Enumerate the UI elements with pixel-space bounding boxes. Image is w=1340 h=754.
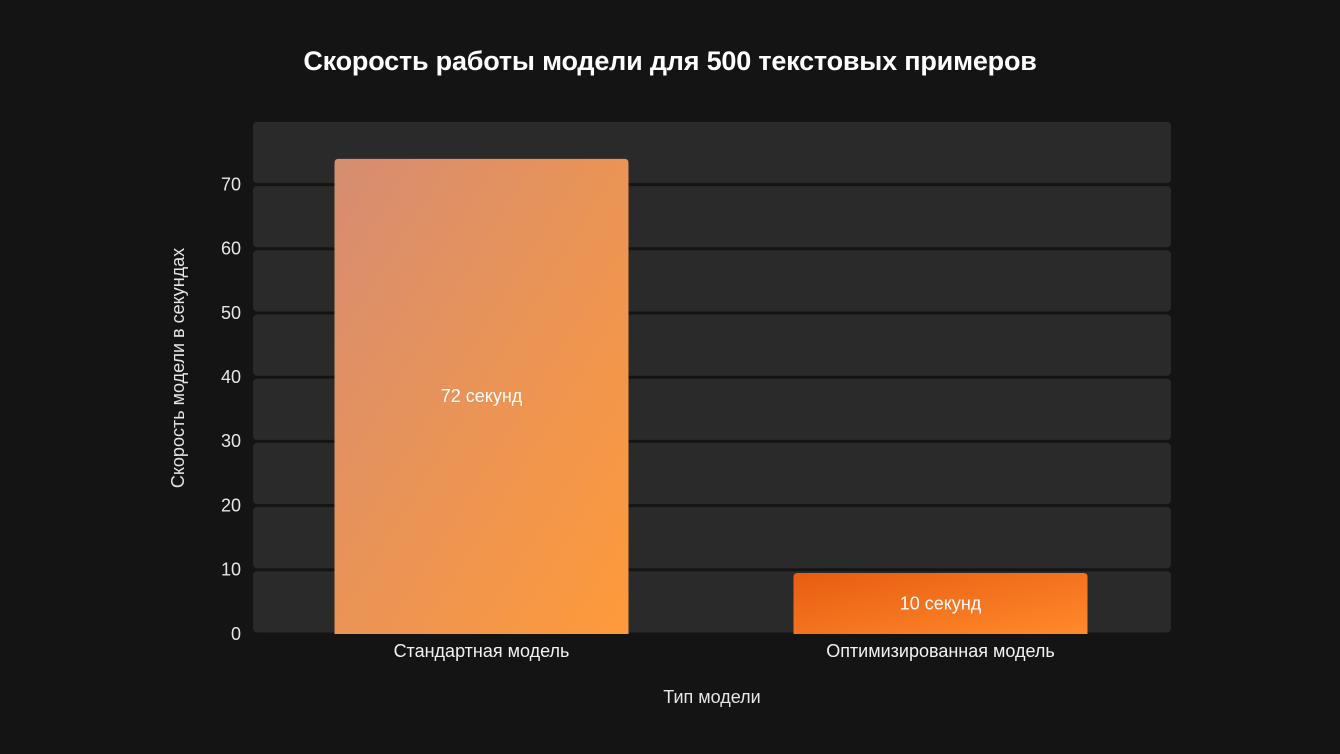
y-tick-label: 50 [221,303,241,323]
y-tick-label: 10 [221,560,241,580]
y-axis-ticks: 0 10 20 30 40 50 60 70 [221,174,241,643]
x-category-label: Оптимизированная модель [826,641,1055,661]
y-tick-label: 40 [221,367,241,387]
x-axis-title: Тип модели [663,687,760,707]
bar-2 [793,573,1088,634]
x-axis-category-labels: Стандартная модель Оптимизированная модел… [394,641,1055,661]
y-axis-title: Скорость модели в секундах [168,248,188,488]
y-tick-label: 60 [221,239,241,259]
chart-title: Скорость работы модели для 500 текстовых… [303,46,1037,76]
x-category-label: Стандартная модель [394,641,570,661]
y-tick-label: 20 [221,495,241,515]
bar-data-label: 72 секунд [441,386,523,406]
y-tick-label: 0 [231,624,241,644]
bars-group: 72 секунд 10 секунд [334,158,1088,635]
y-tick-label: 30 [221,431,241,451]
y-tick-label: 70 [221,174,241,194]
bar-1 [334,158,629,635]
bar-data-label: 10 секунд [900,593,982,613]
